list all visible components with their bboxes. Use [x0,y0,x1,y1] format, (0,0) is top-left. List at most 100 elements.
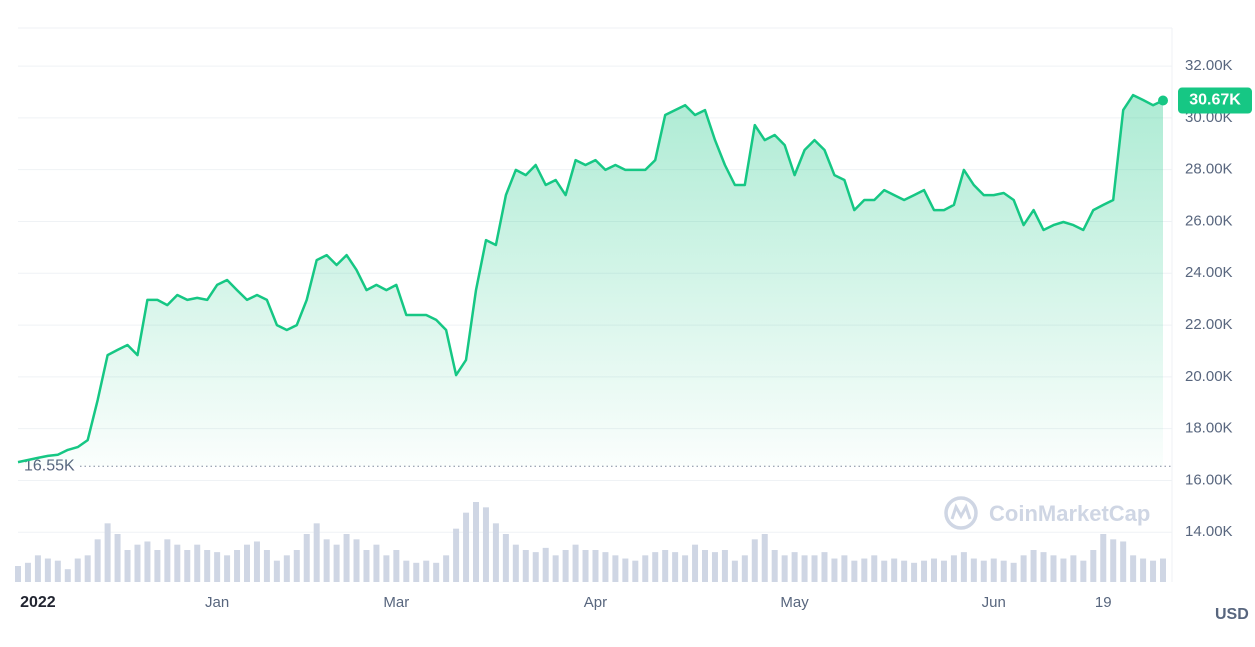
x-tick-label: May [780,594,809,611]
volume-bar [741,555,748,582]
volume-bar [711,552,718,582]
volume-bar [293,550,300,582]
volume-bar [811,555,818,582]
volume-bar [214,552,221,582]
x-tick-label: Jan [205,594,229,611]
volume-bar [253,541,260,582]
price-line [17,93,1164,464]
y-tick-label: 14.00K [1185,523,1233,540]
currency-label: USD [1215,606,1249,623]
volume-bar [273,560,280,582]
volume-bar [542,547,549,582]
last-label: 30.67K [1189,92,1241,109]
x-tick-label: 2022 [20,594,56,611]
volume-bar [1030,550,1037,582]
volume-bar [393,550,400,582]
volume-bar [144,541,151,582]
volume-bar [1140,558,1147,582]
volume-bar [562,550,569,582]
volume-bar [721,550,728,582]
volume-bar [781,555,788,582]
volume-bar [84,555,91,582]
volume-bar [283,555,290,582]
volume-bar [1150,560,1157,582]
x-tick-label: 19 [1095,594,1112,611]
price-area [18,95,1163,467]
volume-bar [343,534,350,582]
volume-bar [980,560,987,582]
volume-bar [861,558,868,582]
volume-bar [1010,562,1017,582]
volume-bar [15,566,21,582]
volume-bar [64,569,71,582]
volume-bar [652,552,659,582]
volume-bar [1080,560,1087,582]
volume-bar [1070,555,1077,582]
volume-bar [950,555,957,582]
volume-bar [114,534,121,582]
volume-bar [871,555,878,582]
volume-bar [1050,555,1057,582]
volume-bar [244,544,250,582]
volume-bar [791,552,798,582]
volume-bar [443,555,450,582]
volume-bar [692,544,699,582]
volume-bar [831,558,838,582]
volume-bar [353,539,360,582]
volume-bar [473,502,479,582]
volume-bar [44,558,51,582]
volume-bar [164,539,171,582]
volume-bar [512,544,519,582]
volume-bar [94,539,101,582]
volume-bar [1020,555,1027,582]
volume-bar [313,523,320,582]
volume-bar [622,558,629,582]
x-tick-label: Jun [982,594,1006,611]
y-tick-label: 18.00K [1185,420,1233,437]
volume-bar [423,560,430,582]
volume-bar [492,523,499,582]
volume-bar [1040,552,1047,582]
volume-bar [174,544,181,582]
x-tick-label: Apr [584,594,607,611]
watermark-logo [950,503,972,520]
volume-bar [34,555,41,582]
volume-bar [552,555,559,582]
volume-bar [482,507,489,582]
volume-bar [453,528,460,582]
watermark: CoinMarketCap [944,496,1150,530]
volume-bar [592,550,599,582]
y-tick-label: 26.00K [1185,212,1233,229]
volume-bar [194,544,201,582]
volume-bar [522,550,529,582]
volume-bar [602,552,609,582]
volume-bar [1090,550,1097,582]
volume-bar [403,560,410,582]
y-tick-label: 28.00K [1185,161,1233,178]
volume-bar [413,562,420,582]
volume-bar [931,558,937,582]
volume-bar [303,534,310,582]
volume-bar [901,560,908,582]
volume-bar [263,550,270,582]
volume-bar [234,550,241,582]
volume-bar [851,560,858,582]
volume-bar [333,544,340,582]
volume-bar [24,562,31,582]
volume-bar [940,560,947,582]
volume-bar [383,555,390,582]
volume-bar [1130,555,1137,582]
y-tick-label: 16.00K [1185,471,1233,488]
volume-bar [821,552,828,582]
volume-bar [612,555,619,582]
last-label-box [1178,87,1252,114]
volume-bar [134,544,141,582]
volume-bar [1060,558,1067,582]
volume-bar [990,558,997,582]
volume-bar [184,550,191,582]
volume-bar [761,534,768,582]
volume-bar [463,512,470,582]
volume-bar [363,550,370,582]
volume-bar [582,550,589,582]
volume-bar [1160,558,1166,582]
